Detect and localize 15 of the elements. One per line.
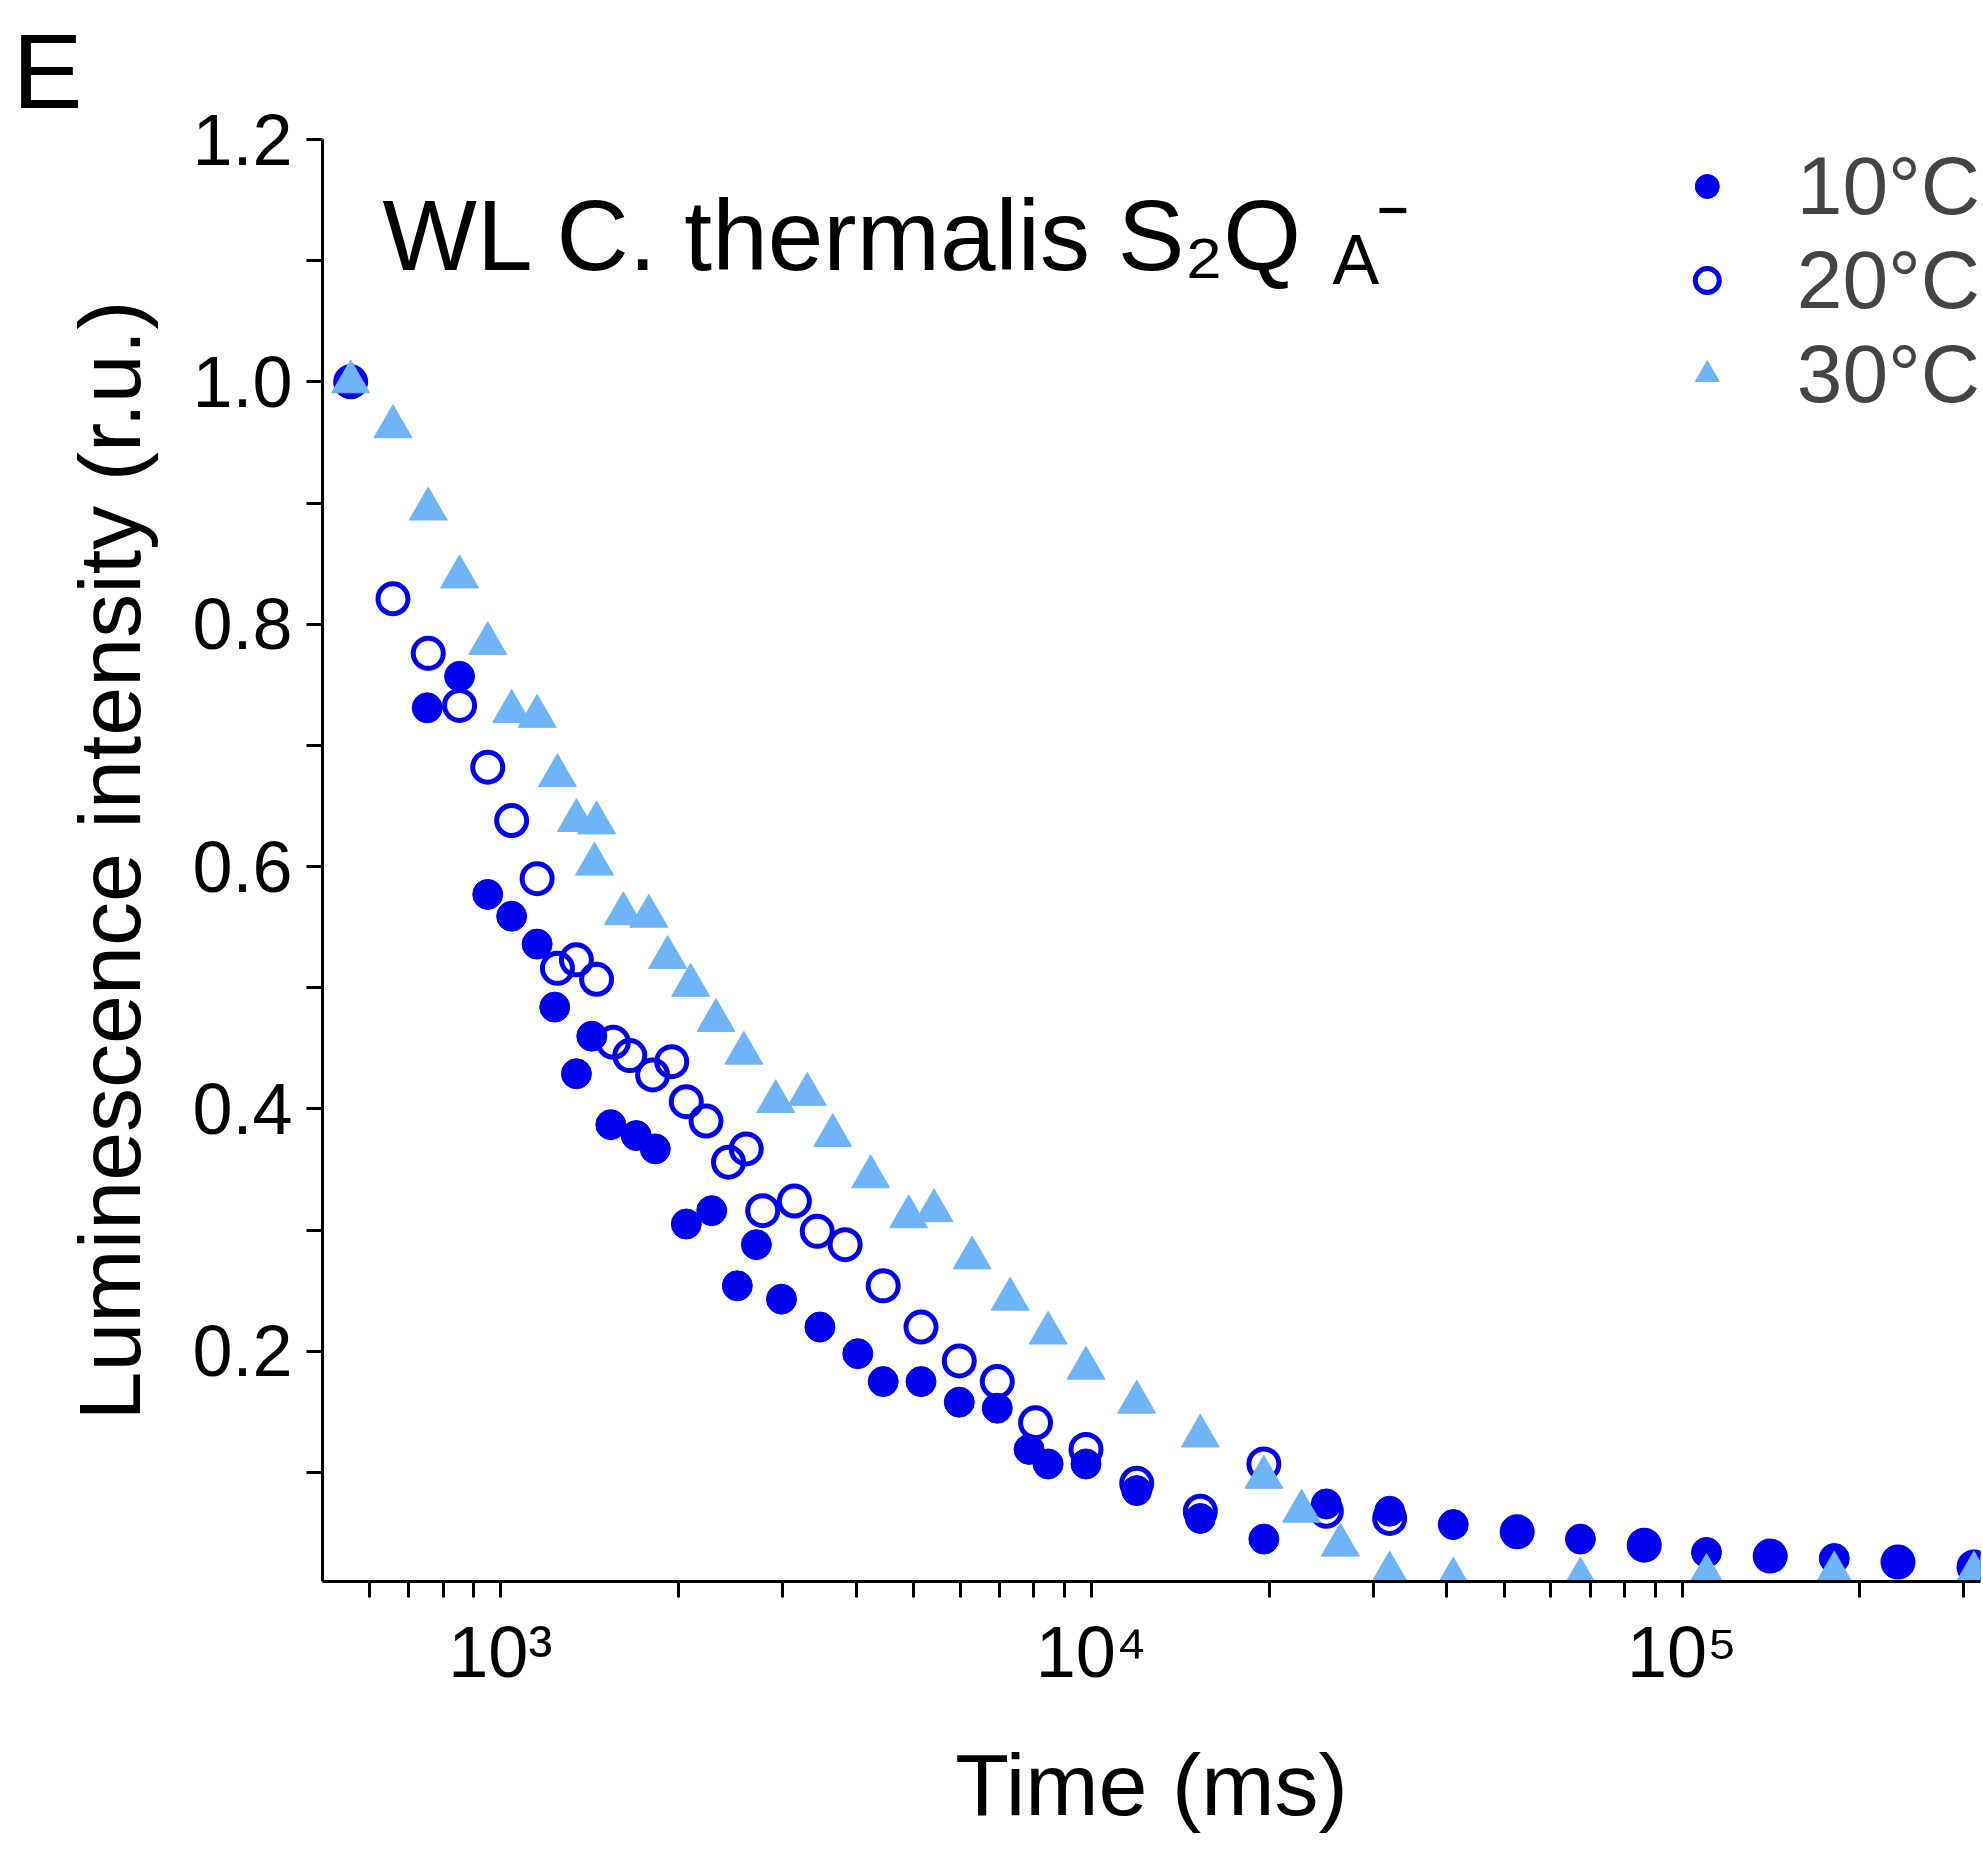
x-tick-label: 10³	[448, 1611, 553, 1692]
y-tick-label: 0.2	[192, 1311, 293, 1392]
y-tick-label: 0.8	[192, 584, 293, 665]
legend-label: 10°C	[1796, 139, 1980, 233]
y-tick-label: 1.2	[192, 99, 293, 180]
y-tick-label: 1.0	[192, 341, 293, 422]
y-tick-label: 0.4	[192, 1068, 293, 1149]
x-tick-label: 10⁴	[1035, 1611, 1147, 1692]
legend-label: 20°C	[1796, 233, 1980, 327]
x-axis-title: Time (ms)	[955, 1734, 1348, 1834]
legend-label: 30°C	[1796, 327, 1980, 421]
text: E	[12, 12, 83, 130]
y-axis-title: Luminescence intensity (r.u.)	[60, 300, 160, 1421]
y-tick-label: 0.6	[192, 826, 293, 907]
x-tick-label: 10⁵	[1627, 1611, 1738, 1692]
